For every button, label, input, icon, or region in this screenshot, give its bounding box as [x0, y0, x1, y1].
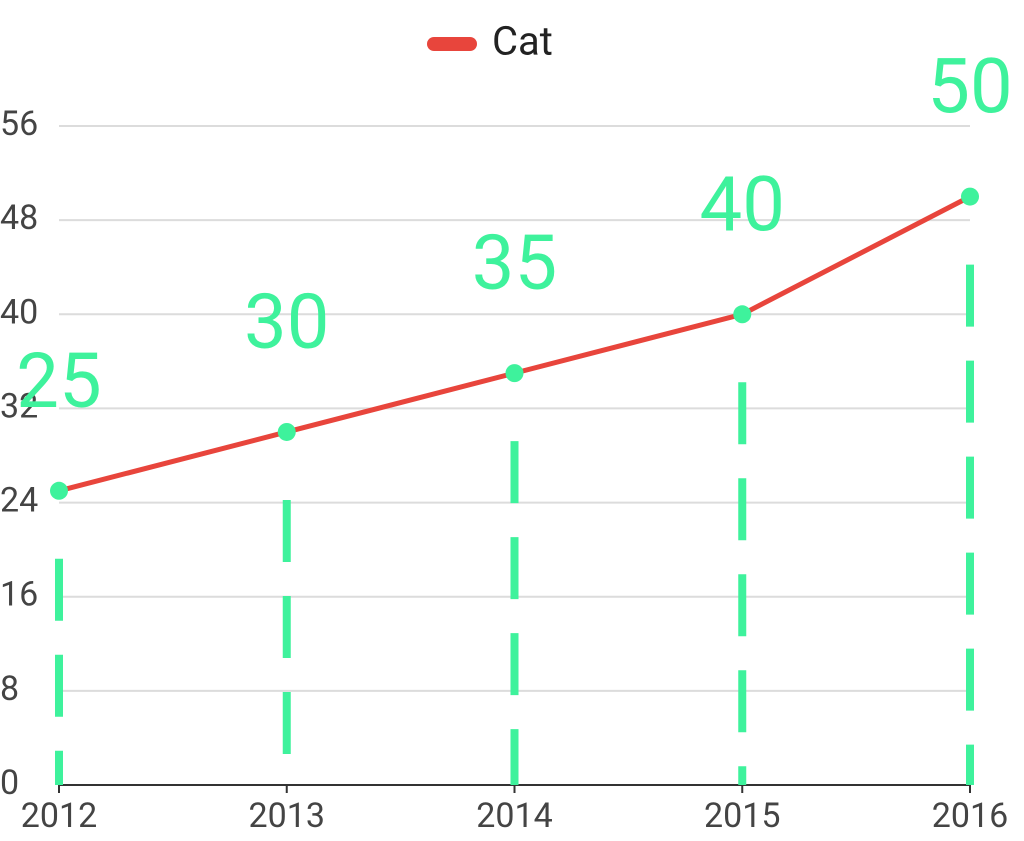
- data-label: 50: [927, 42, 1012, 132]
- x-tick-label: 2014: [476, 796, 552, 836]
- y-tick-label: 40: [0, 292, 38, 332]
- data-label: 25: [16, 336, 101, 426]
- y-tick-label: 24: [0, 481, 38, 521]
- point: [50, 481, 68, 500]
- data-label: 30: [244, 277, 329, 367]
- y-tick-label: 56: [0, 104, 38, 144]
- y-tick-label: 48: [0, 198, 38, 238]
- x-tick-label: 2012: [21, 796, 97, 836]
- point: [277, 422, 296, 441]
- y-tick-label: 8: [0, 669, 19, 709]
- y-tick-label: 16: [0, 575, 38, 615]
- x-tick-label: 2013: [249, 796, 325, 836]
- point: [733, 305, 752, 324]
- legend-label: Cat: [492, 18, 553, 65]
- legend: Cat: [427, 18, 553, 65]
- point: [961, 187, 979, 206]
- x-tick-label: 2016: [932, 796, 1008, 836]
- y-tick-label: 0: [0, 763, 19, 803]
- data-label: 40: [700, 159, 785, 249]
- x-tick-label: 2015: [704, 796, 780, 836]
- y-tick-label: 32: [0, 386, 38, 426]
- point: [505, 364, 524, 383]
- data-label: 35: [472, 218, 557, 308]
